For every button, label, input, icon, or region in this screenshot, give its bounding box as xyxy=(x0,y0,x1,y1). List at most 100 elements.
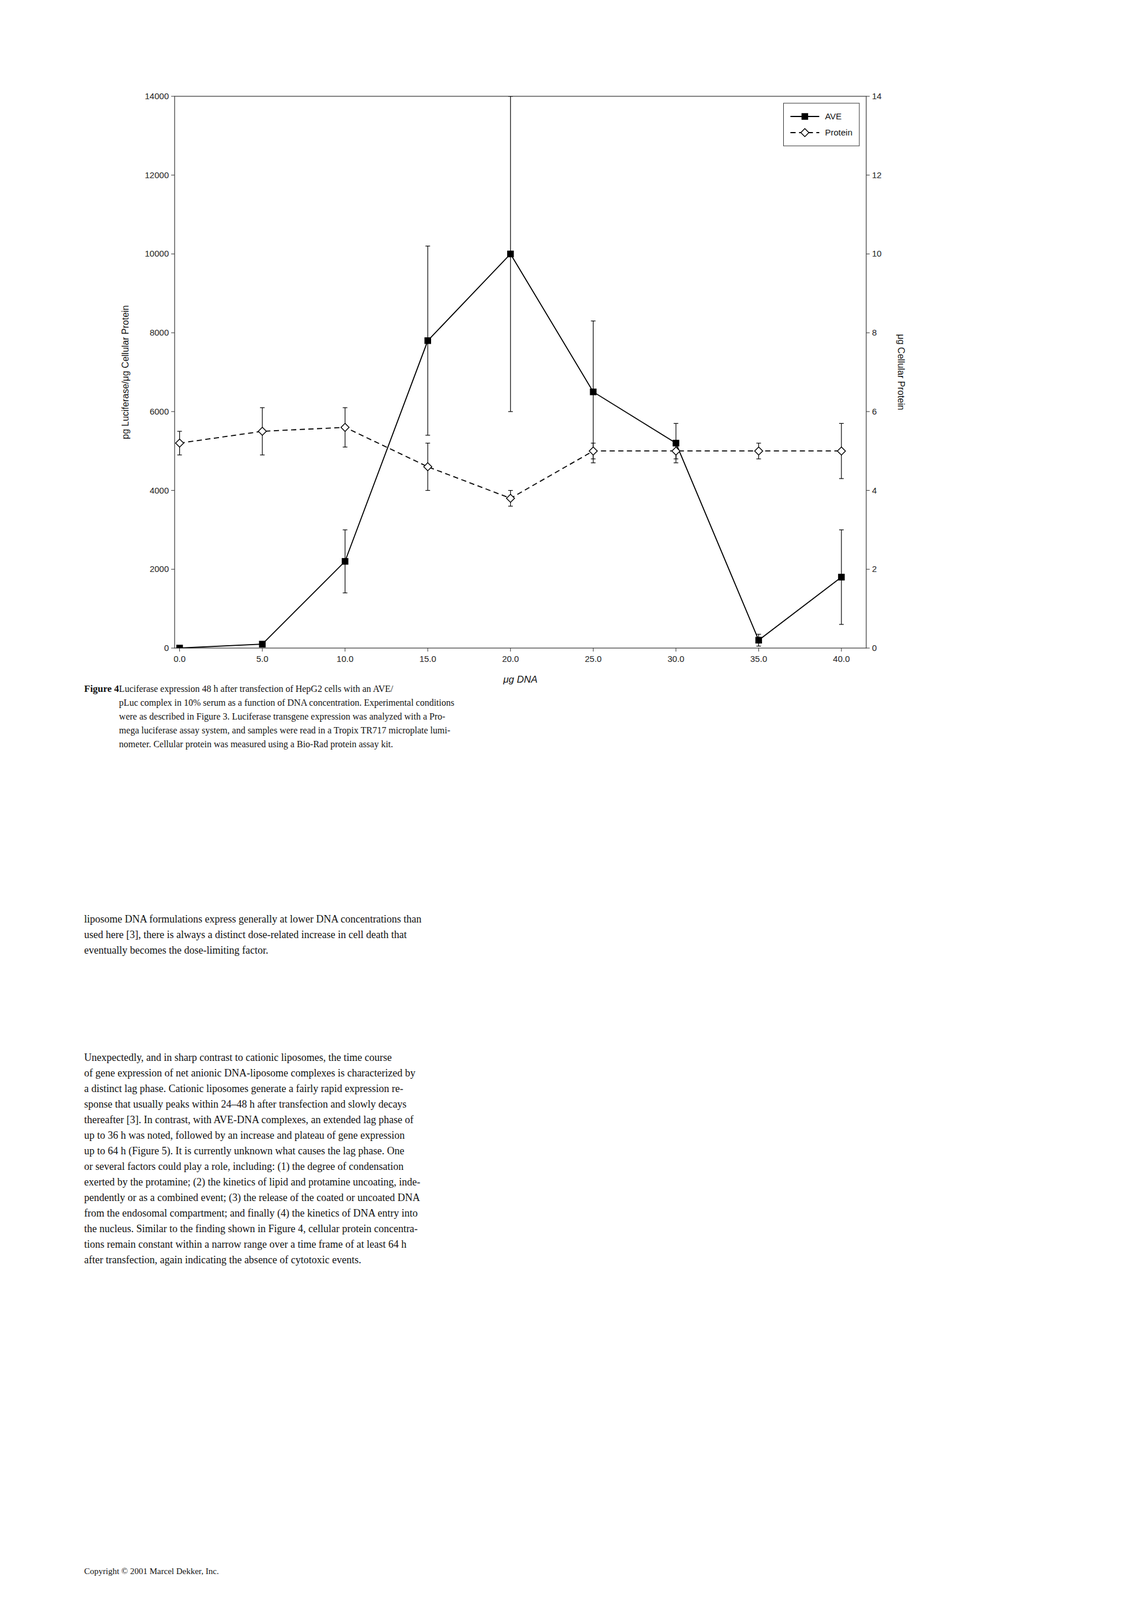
error-bar-cap xyxy=(342,592,348,594)
error-bar-cap xyxy=(590,442,596,444)
error-bar-cap xyxy=(590,320,596,322)
data-point xyxy=(424,337,431,344)
error-bar-cap xyxy=(673,423,679,424)
data-point xyxy=(590,389,596,395)
background xyxy=(0,0,1125,1600)
text-line: up to 64 h (Figure 5). It is currently u… xyxy=(84,1144,405,1157)
y-tick xyxy=(171,647,175,649)
x-tick xyxy=(593,647,594,652)
x-tick xyxy=(262,647,263,652)
body-paragraph: Unexpectedly, and in sharp contrast to c… xyxy=(84,1051,421,1266)
error-bar xyxy=(590,321,596,463)
chart: 0.05.010.015.020.025.030.035.040.0020004… xyxy=(120,91,906,685)
y-tick-label: 14000 xyxy=(144,91,169,101)
data-point xyxy=(837,446,846,455)
y2-tick-label: 10 xyxy=(871,248,882,259)
y2-tick xyxy=(866,568,870,570)
data-point xyxy=(258,427,267,436)
error-bar-cap xyxy=(756,458,761,459)
text-line: sponse that usually peaks within 24–48 h… xyxy=(84,1097,407,1110)
error-bar-cap xyxy=(342,529,348,530)
x-tick-label: 15.0 xyxy=(419,653,437,664)
error-bar-cap xyxy=(342,446,348,448)
error-bar xyxy=(425,246,430,436)
x-tick xyxy=(427,647,429,652)
text-line: Luciferase expression 48 h after transfe… xyxy=(119,683,394,694)
y-tick xyxy=(171,174,175,176)
error-bar xyxy=(508,96,513,412)
legend-label: Protein xyxy=(824,127,853,138)
x-tick-label: 40.0 xyxy=(832,653,850,664)
error-bar-cap xyxy=(425,245,430,247)
y2-tick-label: 14 xyxy=(871,91,882,101)
page: 0.05.010.015.020.025.030.035.040.0020004… xyxy=(0,0,1125,1600)
text-line: used here [3], there is always a distinc… xyxy=(84,928,407,940)
legend-box xyxy=(783,103,860,146)
x-tick-label: 30.0 xyxy=(667,653,685,664)
x-tick xyxy=(344,647,346,652)
error-bar-cap xyxy=(673,442,679,444)
x-tick xyxy=(758,647,760,652)
data-point xyxy=(506,493,515,502)
error-bar-cap xyxy=(508,505,513,507)
error-bar-cap xyxy=(756,645,761,647)
text-line: mega luciferase assay system, and sample… xyxy=(119,725,451,736)
y-tick-label: 2000 xyxy=(149,563,169,574)
text-line: exerted by the protamine; (2) the kineti… xyxy=(84,1175,421,1188)
figure-label: Figure 4 xyxy=(84,682,120,694)
error-bar-cap xyxy=(177,454,183,455)
data-layer xyxy=(175,96,846,648)
x-tick-label: 25.0 xyxy=(584,653,602,664)
x-tick-label: 20.0 xyxy=(501,653,519,664)
y-tick-label: 8000 xyxy=(149,327,169,338)
y-tick xyxy=(171,489,175,491)
legend-item: Protein xyxy=(790,127,853,138)
text-line: from the endosomal compartment; and fina… xyxy=(84,1206,418,1219)
y2-axis-label: μg Cellular Protein xyxy=(896,334,906,411)
data-point xyxy=(342,558,349,565)
y-tick-label: 12000 xyxy=(144,170,169,180)
page-text: Figure 4 Luciferase expression 48 h afte… xyxy=(84,682,455,1576)
error-bar xyxy=(673,423,679,463)
error-bar-cap xyxy=(756,442,761,444)
error-bar-cap xyxy=(259,454,265,455)
series xyxy=(175,407,846,507)
text-line: Unexpectedly, and in sharp contrast to c… xyxy=(84,1051,392,1063)
x-tick-label: 0.0 xyxy=(173,653,186,664)
error-bar-cap xyxy=(839,477,844,479)
x-tick xyxy=(510,647,511,652)
data-point xyxy=(423,462,432,471)
text-line: nometer. Cellular protein was measured u… xyxy=(119,738,394,750)
error-bar-cap xyxy=(673,462,679,463)
legend-label: AVE xyxy=(824,111,842,122)
error-bar-cap xyxy=(590,462,596,463)
error-bar-cap xyxy=(259,406,265,408)
error-bar-cap xyxy=(342,406,348,408)
data-point xyxy=(259,640,266,647)
data-point xyxy=(755,636,762,643)
text-line: were as described in Figure 3. Luciferas… xyxy=(119,711,446,722)
text-line: thereafter [3]. In contrast, with AVE-DN… xyxy=(84,1113,414,1125)
y2-tick xyxy=(866,647,870,649)
error-bar xyxy=(839,529,844,625)
error-bar-cap xyxy=(425,442,430,444)
body-paragraph: liposome DNA formulations express genera… xyxy=(84,912,422,956)
x-tick-label: 35.0 xyxy=(750,653,768,664)
text-line: tions remain constant within a narrow ra… xyxy=(84,1237,407,1250)
y-tick xyxy=(171,332,175,334)
y2-tick-label: 2 xyxy=(871,563,877,574)
y2-tick-label: 12 xyxy=(871,170,882,180)
data-point xyxy=(341,423,350,432)
x-tick-label: 5.0 xyxy=(256,653,269,664)
y-axis-label: pg Luciferase/μg Cellular Protein xyxy=(120,304,131,439)
y2-tick-label: 8 xyxy=(871,327,877,338)
legend-item: AVE xyxy=(790,111,842,122)
y-tick-label: 0 xyxy=(164,642,169,653)
text-line: pLuc complex in 10% serum as a function … xyxy=(119,697,455,708)
plot-frame xyxy=(174,96,867,648)
data-point xyxy=(838,574,845,580)
y-tick xyxy=(171,410,175,412)
y-tick-label: 6000 xyxy=(149,406,169,417)
data-point xyxy=(507,250,514,257)
text-line: the nucleus. Similar to the finding show… xyxy=(84,1222,418,1234)
